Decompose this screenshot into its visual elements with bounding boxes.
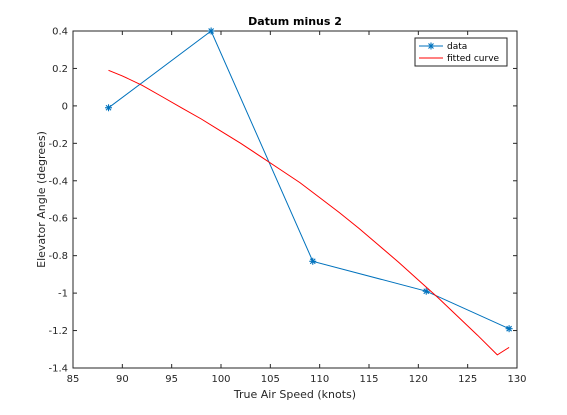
- y-axis-label: Elevator Angle (degrees): [35, 131, 48, 268]
- data-point: [309, 257, 317, 265]
- y-tick-label: -0.8: [48, 251, 68, 262]
- data-point: [505, 325, 513, 333]
- x-tick-label: 120: [409, 374, 428, 385]
- legend-item: data: [419, 42, 467, 52]
- legend: data fitted curve: [414, 37, 508, 67]
- x-axis-label: True Air Speed (knots): [233, 388, 356, 401]
- x-tick-label: 90: [116, 374, 129, 385]
- y-tick-label: 0: [62, 101, 68, 112]
- data-marker-stroke: [506, 325, 512, 332]
- x-tick-label: 115: [359, 374, 378, 385]
- x-tick-label: 95: [165, 374, 178, 385]
- y-tick-label: -0.2: [48, 139, 68, 150]
- x-tick-label: 85: [67, 374, 80, 385]
- data-marker-stroke: [309, 258, 316, 265]
- y-axis: 0.4 0.2 0 -0.2 -0.4 -0.6 -0.8 -1 -1.2 -1.4: [48, 27, 517, 375]
- chart-title: Datum minus 2: [248, 15, 342, 28]
- data-point: [422, 287, 430, 295]
- series-line: [108, 30, 510, 330]
- series-layer: [105, 27, 513, 356]
- x-tick-label: 130: [507, 374, 526, 385]
- y-tick-label: -1: [58, 289, 68, 300]
- x-tick-label: 100: [211, 374, 230, 385]
- y-tick-label: 0.4: [52, 27, 68, 38]
- data-point: [207, 27, 215, 35]
- legend-marker: [427, 42, 435, 50]
- y-tick-label: 0.2: [52, 64, 68, 75]
- x-tick-label: 105: [261, 374, 280, 385]
- y-tick-label: -1.2: [48, 326, 68, 337]
- x-axis: 85 90 95 100 105 110 115 120 125 130: [67, 31, 527, 385]
- legend-label: fitted curve: [447, 54, 500, 64]
- y-tick-label: -0.6: [48, 214, 68, 225]
- data-marker-stroke: [428, 43, 434, 49]
- legend-label: data: [447, 42, 467, 52]
- x-tick-label: 125: [458, 374, 477, 385]
- series-line: [108, 69, 510, 356]
- series-fitted-curve: [108, 69, 510, 356]
- data-marker-stroke: [423, 288, 430, 295]
- series-data: [105, 27, 513, 333]
- y-tick-label: -0.4: [48, 176, 68, 187]
- legend-box: [414, 37, 508, 67]
- data-marker-stroke: [105, 104, 112, 111]
- x-tick-label: 110: [310, 374, 329, 385]
- legend-item: fitted curve: [419, 54, 500, 64]
- y-tick-label: -1.4: [48, 364, 68, 375]
- data-marker-stroke: [208, 28, 215, 34]
- plot-frame: [72, 30, 518, 369]
- data-point: [105, 104, 113, 112]
